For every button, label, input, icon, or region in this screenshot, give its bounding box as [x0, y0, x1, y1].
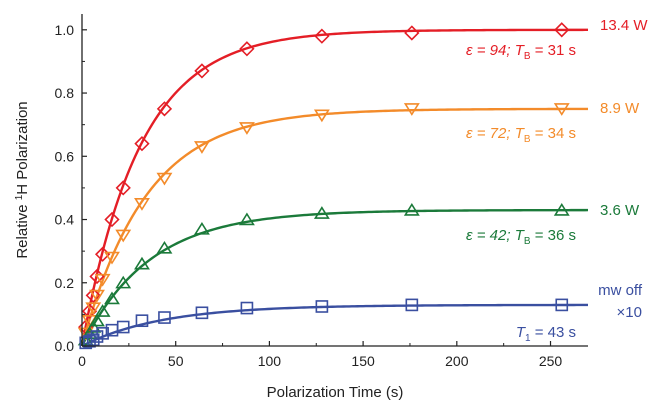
triangle-down-marker: [313, 109, 330, 123]
diamond-marker: [85, 287, 101, 304]
time-constant-symbol: T: [515, 227, 526, 244]
fit-curve: [80, 208, 589, 347]
axes: 0 50 100 150 200 250 0.0 0.2 0.4 0.6 0.8 1.0 Polariz…: [14, 14, 588, 401]
time-constant-subscript: 1: [525, 333, 531, 344]
triangle-down-marker: [553, 103, 570, 116]
series-labels: 13.4 Wε = 94; TB = 31 s8.9 Wε = 72; TB =…: [466, 17, 648, 344]
diamond-marker: [194, 63, 210, 79]
diamond-marker: [104, 211, 120, 228]
epsilon-value: ε = 72;: [466, 125, 515, 142]
x-tick-label: 0: [78, 353, 86, 369]
y-tick-label: 0.6: [55, 148, 75, 164]
fit-curve: [81, 303, 589, 348]
x-tick-label: 50: [168, 353, 184, 369]
triangle-down-marker: [238, 122, 255, 135]
epsilon-value: ε = 42;: [466, 227, 515, 244]
square-marker: [116, 320, 130, 334]
y-axis-title: Relative 1H Polarization: [14, 101, 32, 258]
fit-annotation: ε = 42; TB = 36 s: [466, 227, 576, 247]
y-tick-label: 1.0: [55, 22, 75, 38]
fit-curve: [80, 28, 588, 347]
y-axis-title-superscript: 1: [14, 194, 25, 200]
triangle-up-marker: [89, 313, 105, 327]
triangle-down-marker: [94, 273, 111, 287]
time-constant-subscript: B: [524, 236, 531, 247]
data-markers: [77, 22, 570, 350]
epsilon-value: ε = 94;: [466, 42, 515, 59]
diamond-marker: [404, 25, 420, 41]
square-marker: [195, 306, 209, 320]
time-constant-value: = 34 s: [531, 125, 576, 142]
triangle-down-marker: [134, 198, 150, 211]
diamond-marker: [134, 136, 150, 152]
time-constant-symbol: T: [516, 324, 527, 341]
x-tick-label: 200: [445, 353, 469, 369]
triangle-down-marker: [89, 289, 105, 303]
triangle-down-marker: [193, 141, 210, 154]
x-axis-title: Polarization Time (s): [267, 384, 404, 401]
series-name-label: 13.4 W: [600, 17, 648, 34]
y-tick-label: 0.4: [55, 212, 75, 228]
diamond-marker: [156, 101, 173, 117]
y-tick-label: 0.2: [55, 275, 75, 291]
y-tick-label: 0.8: [55, 85, 75, 101]
diamond-marker: [115, 180, 131, 196]
square-marker: [158, 311, 171, 324]
y-axis-title-suffix: H Polarization: [14, 101, 31, 194]
time-constant-subscript: B: [524, 51, 531, 62]
time-constant-value: = 43 s: [531, 324, 576, 341]
triangle-up-marker: [104, 291, 120, 305]
fit-annotation: ε = 72; TB = 34 s: [466, 125, 576, 145]
fit-curve: [80, 107, 589, 347]
triangle-down-marker: [403, 103, 420, 116]
triangle-down-marker: [104, 251, 120, 265]
x-tick-label: 150: [351, 353, 375, 369]
triangle-down-marker: [156, 172, 173, 186]
triangle-down-marker: [85, 302, 102, 316]
fit-curves: [80, 28, 589, 348]
triangle-up-marker: [193, 221, 210, 235]
time-constant-symbol: T: [515, 42, 526, 59]
diamond-marker: [554, 22, 570, 38]
time-constant-subscript: B: [524, 134, 531, 145]
x-tick-label: 250: [539, 353, 563, 369]
series-name-label-line2: ×10: [617, 304, 642, 321]
triangle-up-marker: [134, 256, 150, 270]
square-marker: [240, 301, 254, 315]
triangle-up-marker: [403, 203, 420, 216]
square-marker: [96, 327, 109, 340]
triangle-up-marker: [156, 240, 173, 254]
series-name-label: 3.6 W: [600, 202, 640, 219]
fit-annotation: ε = 94; TB = 31 s: [466, 42, 576, 62]
time-constant-value: = 31 s: [531, 42, 576, 59]
triangle-up-marker: [313, 206, 330, 219]
square-marker: [555, 298, 569, 312]
triangle-up-marker: [85, 319, 102, 333]
triangle-up-marker: [238, 212, 255, 226]
triangle-down-marker: [115, 229, 132, 243]
square-marker: [135, 314, 149, 328]
square-marker: [405, 298, 419, 312]
time-constant-value: = 36 s: [531, 227, 576, 244]
square-marker: [315, 300, 329, 313]
y-axis-title-prefix: Relative: [14, 200, 31, 258]
triangle-up-marker: [94, 304, 111, 317]
fit-annotation: T1 = 43 s: [516, 324, 576, 344]
y-tick-label: 0.0: [55, 338, 75, 354]
series-name-label: mw off: [598, 282, 643, 299]
diamond-marker: [314, 28, 330, 44]
series-name-label: 8.9 W: [600, 100, 640, 117]
diamond-marker: [239, 41, 255, 57]
diamond-marker: [81, 303, 98, 319]
triangle-up-marker: [553, 203, 570, 216]
triangle-up-marker: [81, 326, 98, 340]
time-constant-symbol: T: [515, 125, 526, 142]
triangle-up-marker: [115, 275, 132, 289]
x-tick-label: 100: [258, 353, 282, 369]
